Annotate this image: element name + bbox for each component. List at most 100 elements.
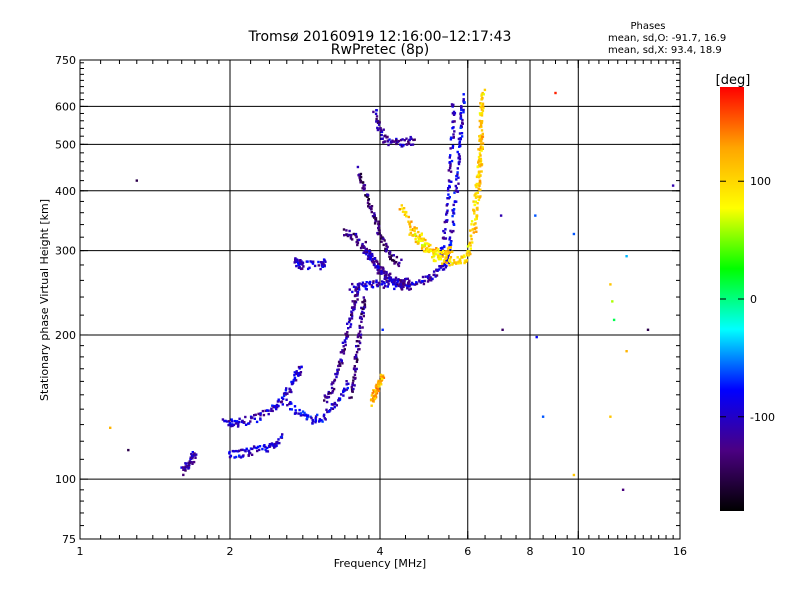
chart-subtitle: RwPretec (8p) [331,42,429,58]
data-point [428,274,431,277]
data-point [322,414,326,418]
data-point [400,204,403,207]
data-point [372,280,375,283]
data-point [403,283,407,287]
data-point [612,318,616,322]
data-point [419,239,422,242]
data-point [385,271,388,275]
data-point [371,254,374,257]
data-point [482,106,485,110]
data-point [343,388,346,392]
data-point [193,452,196,455]
data-point [295,370,298,373]
data-point [382,237,385,240]
data-point [421,244,424,247]
data-point [403,279,406,283]
data-point [413,138,416,141]
data-point [276,442,279,445]
data-point [453,261,456,264]
data-point [365,253,368,256]
data-point [371,286,375,289]
data-point [463,101,466,104]
data-point [421,280,424,283]
data-point [472,200,475,203]
data-point [469,235,473,238]
data-point [376,232,380,236]
y-tick-label: 600 [55,100,76,113]
data-point [342,349,346,353]
data-point [442,268,446,271]
data-point [252,445,256,448]
data-point [356,335,360,339]
data-point [250,416,253,420]
data-point [481,102,485,105]
data-point [352,387,355,391]
data-point [444,252,448,255]
data-point [469,247,472,250]
data-point [335,375,338,379]
data-point [460,132,464,135]
data-point [420,237,423,240]
data-point [466,245,470,248]
data-point [395,142,398,146]
data-point [379,381,382,384]
data-point [479,182,482,185]
data-point [300,365,303,368]
data-point [479,142,483,145]
data-point [457,176,460,179]
data-point [609,283,612,286]
data-point [347,320,351,324]
data-point [447,261,451,265]
data-point [248,449,251,453]
data-point [401,138,404,141]
data-point [409,228,412,231]
data-point [426,248,429,252]
data-point [356,358,359,361]
data-point [265,450,268,453]
data-point [408,138,411,141]
data-point [388,251,392,254]
data-point [427,250,430,253]
data-point [302,265,305,268]
data-point [362,314,365,318]
data-point [480,120,484,123]
data-point [353,305,356,309]
data-point [344,343,347,347]
data-point [374,112,378,115]
data-point [417,236,420,239]
data-point [413,226,416,229]
data-point [297,365,301,369]
data-point [232,450,236,453]
data-point [435,247,438,250]
data-point [385,242,388,246]
data-point [452,229,455,233]
data-point [390,279,393,282]
data-point [380,235,383,238]
data-point [451,214,454,218]
data-point [228,450,231,454]
data-point [359,315,362,319]
data-point [376,387,380,391]
data-point [288,402,291,406]
data-point [473,227,477,230]
data-point [380,283,384,286]
data-point [325,395,328,399]
data-point [380,379,383,382]
data-point [361,326,364,329]
data-point [221,418,225,421]
data-point [184,462,187,465]
data-point [475,185,478,189]
data-point [443,220,446,224]
data-point [457,156,460,159]
data-point [457,262,460,265]
stats-line-o: mean, sd,O: -91.7, 16.9 [608,33,726,44]
data-point [402,207,406,210]
data-point [386,285,389,288]
data-point [348,288,351,291]
data-point [450,230,453,234]
data-points [109,88,675,491]
data-point [394,276,398,279]
data-point [275,407,278,411]
data-point [253,414,256,417]
data-point [298,408,301,412]
